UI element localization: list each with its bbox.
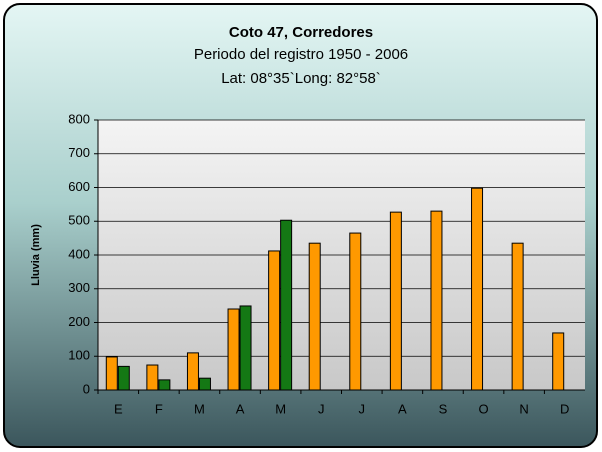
bar: [186, 352, 199, 391]
bar: [280, 219, 293, 391]
chart-title: Coto 47, Corredores: [229, 24, 373, 41]
y-tick-label: 300: [68, 280, 90, 295]
chart-subtitle: Periodo del registro 1950 - 2006: [194, 46, 408, 63]
x-tick-label: F: [155, 401, 163, 416]
y-axis-label: Lluvia (mm): [30, 224, 42, 286]
bar: [511, 242, 524, 391]
bar: [471, 187, 484, 391]
bar: [158, 379, 171, 391]
x-tick-label: S: [439, 401, 448, 416]
y-tick-label: 100: [68, 348, 90, 363]
bar: [430, 210, 443, 391]
bar: [117, 365, 130, 391]
x-tick-label: A: [236, 401, 245, 416]
x-tick-label: M: [275, 401, 286, 416]
bar: [349, 232, 362, 391]
x-tick-label: A: [398, 401, 407, 416]
bar: [198, 377, 211, 391]
chart-subtitle: Lat: 08°35`Long: 82°58`: [221, 70, 381, 87]
y-tick-label: 700: [68, 145, 90, 160]
x-tick-label: D: [560, 401, 569, 416]
bar: [105, 356, 118, 391]
bar: [146, 364, 159, 391]
x-tick-label: J: [318, 401, 325, 416]
bar: [268, 250, 281, 391]
y-tick-label: 800: [68, 111, 90, 126]
bar: [389, 211, 402, 391]
x-tick-label: N: [519, 401, 528, 416]
bar: [227, 308, 240, 391]
y-tick-label: 0: [83, 381, 90, 396]
y-tick-label: 200: [68, 314, 90, 329]
y-tick-label: 500: [68, 213, 90, 228]
bar: [552, 332, 565, 391]
x-tick-label: E: [114, 401, 123, 416]
y-tick-label: 400: [68, 246, 90, 261]
bar: [308, 242, 321, 391]
y-tick-label: 600: [68, 179, 90, 194]
bar: [239, 305, 252, 391]
x-tick-label: M: [194, 401, 205, 416]
x-tick-label: O: [478, 401, 488, 416]
x-tick-label: J: [359, 401, 366, 416]
